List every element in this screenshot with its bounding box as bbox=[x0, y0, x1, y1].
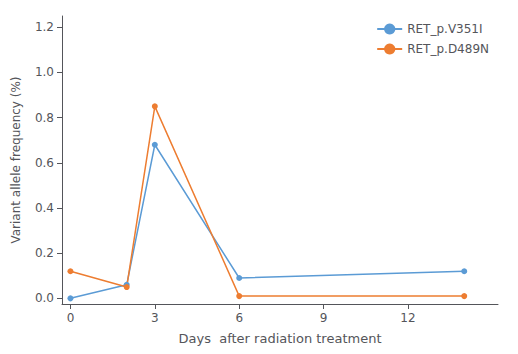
svg-text:0: 0 bbox=[67, 311, 75, 325]
svg-text:12: 12 bbox=[400, 311, 415, 325]
svg-text:3: 3 bbox=[151, 311, 159, 325]
svg-text:0.8: 0.8 bbox=[35, 111, 54, 125]
svg-text:RET_p.V351I: RET_p.V351I bbox=[407, 22, 482, 36]
svg-text:6: 6 bbox=[235, 311, 243, 325]
svg-text:0.2: 0.2 bbox=[35, 246, 54, 260]
svg-text:9: 9 bbox=[320, 311, 328, 325]
svg-text:1.0: 1.0 bbox=[35, 65, 54, 79]
svg-text:0.0: 0.0 bbox=[35, 291, 54, 305]
svg-text:0.6: 0.6 bbox=[35, 156, 54, 170]
svg-text:1.2: 1.2 bbox=[35, 20, 54, 34]
svg-text:0.4: 0.4 bbox=[35, 201, 54, 215]
svg-text:RET_p.D489N: RET_p.D489N bbox=[407, 42, 489, 56]
svg-text:Variant allele frequency (%): Variant allele frequency (%) bbox=[9, 76, 23, 243]
svg-text:Days after radiation treatmen: Days after radiation treatment bbox=[179, 331, 382, 346]
